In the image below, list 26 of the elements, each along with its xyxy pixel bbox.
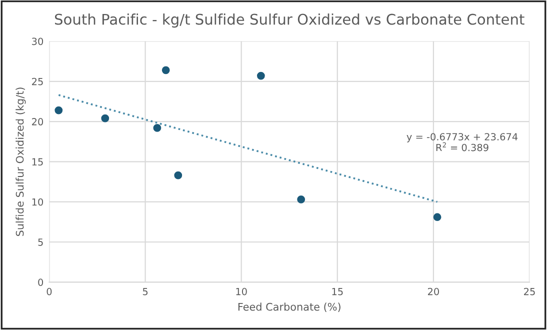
point	[162, 66, 170, 74]
chart-title: South Pacific - kg/t Sulfide Sulfur Oxidized vs Carbonate Content	[54, 14, 524, 28]
y-tick-label: 20	[32, 118, 44, 126]
x-tick-label: 20	[428, 288, 439, 296]
x-tick-label: 15	[332, 288, 343, 296]
y-tick-label: 15	[32, 158, 43, 166]
x-tick-label: 0	[46, 288, 52, 296]
y-tick-label: 10	[32, 198, 44, 206]
x-tick-label: 25	[524, 288, 535, 296]
point	[297, 195, 306, 204]
x-tick-label: 5	[142, 288, 148, 296]
y-tick-label: 5	[38, 238, 43, 246]
point	[433, 213, 442, 222]
annotation: y = -0.6773x + 23.674	[406, 133, 518, 142]
x-tick-label: 10	[236, 288, 247, 296]
point	[101, 114, 110, 122]
point	[256, 72, 265, 80]
y-tick-label: 30	[32, 38, 44, 46]
point	[153, 124, 162, 132]
x-axis-title: Feed Carbonate (%)	[238, 302, 340, 312]
annotation: R$^{2}$ = 0.389	[436, 142, 488, 152]
point	[174, 171, 182, 180]
y-tick-label: 0	[38, 278, 44, 286]
y-tick-label: 25	[32, 78, 43, 86]
y-axis-title: Sulfide Sulfur Oxidized (kg/t)	[16, 88, 26, 236]
point	[54, 106, 63, 114]
